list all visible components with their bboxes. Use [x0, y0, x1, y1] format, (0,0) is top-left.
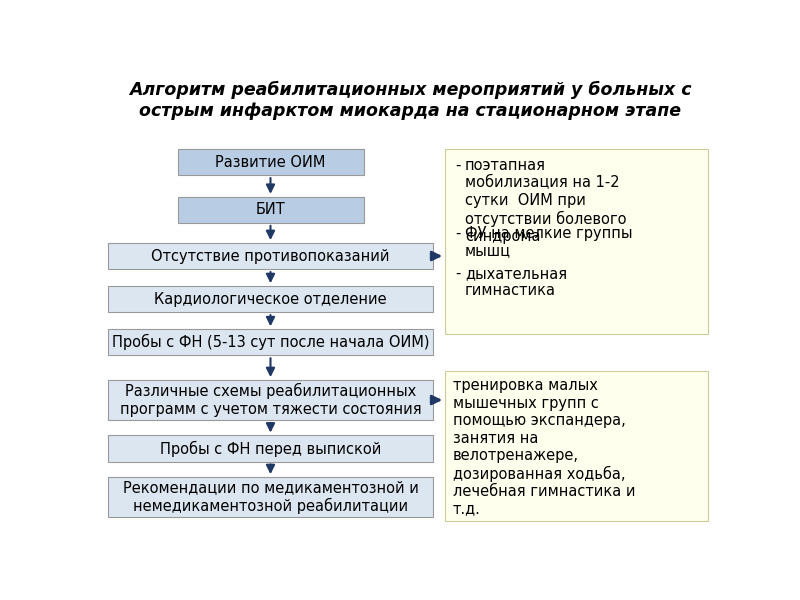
Text: Рекомендации по медикаментозной и
немедикаментозной реабилитации: Рекомендации по медикаментозной и немеди… — [122, 480, 418, 514]
FancyBboxPatch shape — [108, 329, 434, 355]
Text: Кардиологическое отделение: Кардиологическое отделение — [154, 292, 387, 307]
Text: Алгоритм реабилитационных мероприятий у больных с
острым инфарктом миокарда на с: Алгоритм реабилитационных мероприятий у … — [129, 81, 691, 120]
Text: Различные схемы реабилитационных
программ с учетом тяжести состояния: Различные схемы реабилитационных програм… — [120, 383, 422, 417]
FancyBboxPatch shape — [178, 197, 363, 223]
Text: -: - — [456, 158, 461, 173]
FancyBboxPatch shape — [445, 149, 708, 334]
Text: дыхательная
гимнастика: дыхательная гимнастика — [465, 266, 567, 298]
FancyBboxPatch shape — [108, 477, 434, 517]
Text: БИТ: БИТ — [256, 202, 286, 217]
Text: Отсутствие противопоказаний: Отсутствие противопоказаний — [151, 248, 390, 263]
Text: поэтапная
мобилизация на 1-2
сутки  ОИМ при
отсутствии болевого
синдрома: поэтапная мобилизация на 1-2 сутки ОИМ п… — [465, 158, 626, 244]
Text: тренировка малых
мышечных групп с
помощью экспандера,
занятия на
велотренажере,
: тренировка малых мышечных групп с помощь… — [453, 379, 635, 517]
FancyBboxPatch shape — [108, 380, 434, 420]
Text: ФУ на мелкие группы
мышц: ФУ на мелкие группы мышц — [465, 226, 633, 259]
Text: Пробы с ФН (5-13 сут после начала ОИМ): Пробы с ФН (5-13 сут после начала ОИМ) — [112, 334, 430, 350]
FancyBboxPatch shape — [108, 243, 434, 269]
FancyBboxPatch shape — [445, 371, 708, 521]
Text: Пробы с ФН перед выпиской: Пробы с ФН перед выпиской — [160, 440, 381, 457]
Text: -: - — [456, 266, 461, 281]
FancyBboxPatch shape — [108, 436, 434, 461]
Text: -: - — [456, 226, 461, 241]
FancyBboxPatch shape — [108, 286, 434, 312]
FancyBboxPatch shape — [178, 149, 363, 175]
Text: Развитие ОИМ: Развитие ОИМ — [215, 155, 326, 170]
